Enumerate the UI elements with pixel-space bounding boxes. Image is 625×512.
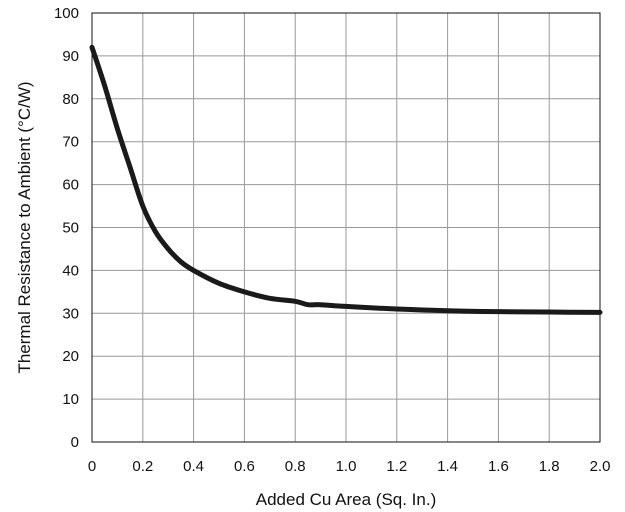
y-tick-label: 40 <box>62 262 79 279</box>
x-tick-label: 0.6 <box>234 458 255 475</box>
x-axis-title: Added Cu Area (Sq. In.) <box>256 490 437 509</box>
y-tick-label: 100 <box>54 5 79 22</box>
x-tick-label: 0.2 <box>132 458 153 475</box>
y-tick-label: 20 <box>62 348 79 365</box>
x-tick-label: 0 <box>88 458 96 475</box>
x-tick-labels: 0 0.2 0.4 0.6 0.8 1.0 1.2 1.4 1.6 1.8 2.0 <box>88 458 611 475</box>
y-tick-label: 10 <box>62 391 79 408</box>
y-axis-title: Thermal Resistance to Ambient (°C/W) <box>15 81 34 373</box>
x-tick-label: 0.4 <box>183 458 204 475</box>
y-tick-label: 50 <box>62 220 79 237</box>
y-tick-labels: 0 10 20 30 40 50 60 70 80 90 100 <box>54 5 79 451</box>
x-tick-label: 1.8 <box>539 458 560 475</box>
y-tick-label: 30 <box>62 305 79 322</box>
x-tick-label: 2.0 <box>590 458 611 475</box>
x-tick-label: 1.4 <box>437 458 458 475</box>
x-tick-label: 0.8 <box>285 458 306 475</box>
y-tick-label: 70 <box>62 134 79 151</box>
y-tick-label: 90 <box>62 48 79 65</box>
x-tick-label: 1.2 <box>386 458 407 475</box>
series-line <box>89 44 603 315</box>
y-tick-label: 80 <box>62 91 79 108</box>
grid-lines <box>92 13 600 442</box>
y-tick-label: 60 <box>62 177 79 194</box>
y-tick-label: 0 <box>71 434 79 451</box>
x-tick-label: 1.0 <box>336 458 357 475</box>
x-tick-label: 1.6 <box>488 458 509 475</box>
series-layer <box>89 44 603 315</box>
plot-frame <box>91 12 601 443</box>
